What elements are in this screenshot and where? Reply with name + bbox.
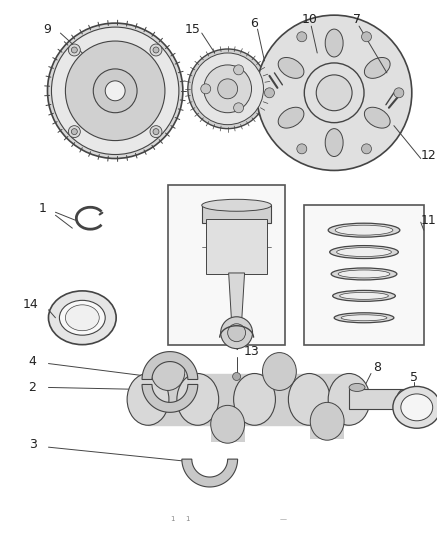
Ellipse shape: [331, 268, 397, 280]
Ellipse shape: [278, 107, 304, 128]
Text: 12: 12: [421, 149, 437, 162]
Ellipse shape: [349, 383, 365, 391]
Ellipse shape: [339, 293, 389, 300]
Text: 2: 2: [28, 381, 36, 394]
Circle shape: [71, 128, 78, 135]
Ellipse shape: [397, 390, 411, 409]
Circle shape: [297, 32, 307, 42]
Circle shape: [233, 373, 240, 381]
Circle shape: [265, 88, 275, 98]
Ellipse shape: [325, 128, 343, 157]
Circle shape: [304, 63, 364, 123]
Text: 6: 6: [251, 17, 258, 30]
Ellipse shape: [333, 290, 396, 301]
Text: 3: 3: [28, 438, 36, 451]
Ellipse shape: [325, 29, 343, 57]
Circle shape: [68, 44, 80, 56]
Circle shape: [51, 27, 179, 155]
Ellipse shape: [335, 225, 393, 235]
Bar: [211, 398, 244, 442]
Text: 4: 4: [28, 355, 36, 368]
Bar: [168, 185, 286, 345]
Text: 1: 1: [185, 516, 189, 522]
Text: 8: 8: [373, 361, 381, 374]
Ellipse shape: [393, 386, 438, 428]
Bar: [151, 369, 185, 417]
Polygon shape: [182, 459, 237, 487]
Circle shape: [204, 65, 251, 112]
Ellipse shape: [211, 406, 244, 443]
Ellipse shape: [401, 394, 433, 421]
Ellipse shape: [328, 223, 400, 237]
Circle shape: [233, 65, 244, 75]
Circle shape: [153, 128, 159, 135]
Ellipse shape: [334, 313, 394, 323]
Text: 14: 14: [23, 298, 39, 311]
Bar: [310, 398, 344, 439]
Circle shape: [361, 32, 371, 42]
Bar: [206, 219, 268, 274]
Ellipse shape: [364, 58, 390, 78]
Ellipse shape: [364, 107, 390, 128]
Ellipse shape: [278, 58, 304, 78]
Text: 1: 1: [39, 202, 46, 215]
Ellipse shape: [49, 291, 116, 345]
Text: 7: 7: [353, 13, 361, 26]
Circle shape: [233, 103, 244, 113]
Ellipse shape: [60, 300, 105, 335]
Ellipse shape: [127, 374, 169, 425]
Text: 13: 13: [244, 345, 259, 358]
Polygon shape: [142, 352, 198, 379]
Circle shape: [71, 47, 78, 53]
Circle shape: [150, 44, 162, 56]
Circle shape: [105, 81, 125, 101]
Bar: [304, 205, 424, 345]
Ellipse shape: [262, 353, 297, 391]
Text: —: —: [279, 516, 286, 522]
Bar: [262, 369, 297, 417]
Circle shape: [297, 144, 307, 154]
Ellipse shape: [330, 246, 399, 259]
Text: 5: 5: [410, 371, 418, 384]
Circle shape: [201, 84, 211, 94]
Circle shape: [153, 47, 159, 53]
Circle shape: [394, 88, 404, 98]
Circle shape: [65, 41, 165, 141]
Circle shape: [218, 79, 237, 99]
Text: 1: 1: [170, 516, 174, 522]
Polygon shape: [142, 384, 198, 413]
Circle shape: [150, 126, 162, 138]
Ellipse shape: [341, 315, 387, 321]
Ellipse shape: [288, 374, 330, 425]
Text: 9: 9: [43, 22, 51, 36]
Bar: [349, 390, 404, 409]
Circle shape: [47, 23, 183, 158]
Ellipse shape: [65, 305, 99, 330]
Circle shape: [188, 49, 268, 128]
Circle shape: [228, 324, 246, 342]
Ellipse shape: [233, 374, 276, 425]
Circle shape: [316, 75, 352, 111]
Bar: [202, 205, 272, 223]
Circle shape: [257, 15, 412, 171]
Circle shape: [93, 69, 137, 112]
Ellipse shape: [177, 374, 219, 425]
Ellipse shape: [310, 402, 344, 440]
Circle shape: [192, 53, 264, 125]
Circle shape: [221, 317, 253, 349]
Text: 15: 15: [185, 22, 201, 36]
Ellipse shape: [338, 270, 390, 278]
Polygon shape: [229, 273, 244, 323]
Ellipse shape: [337, 248, 392, 256]
Text: 10: 10: [301, 13, 317, 26]
Ellipse shape: [202, 199, 272, 211]
Circle shape: [68, 126, 80, 138]
Ellipse shape: [328, 374, 370, 425]
Ellipse shape: [151, 353, 185, 391]
Text: 11: 11: [421, 214, 437, 227]
Circle shape: [361, 144, 371, 154]
